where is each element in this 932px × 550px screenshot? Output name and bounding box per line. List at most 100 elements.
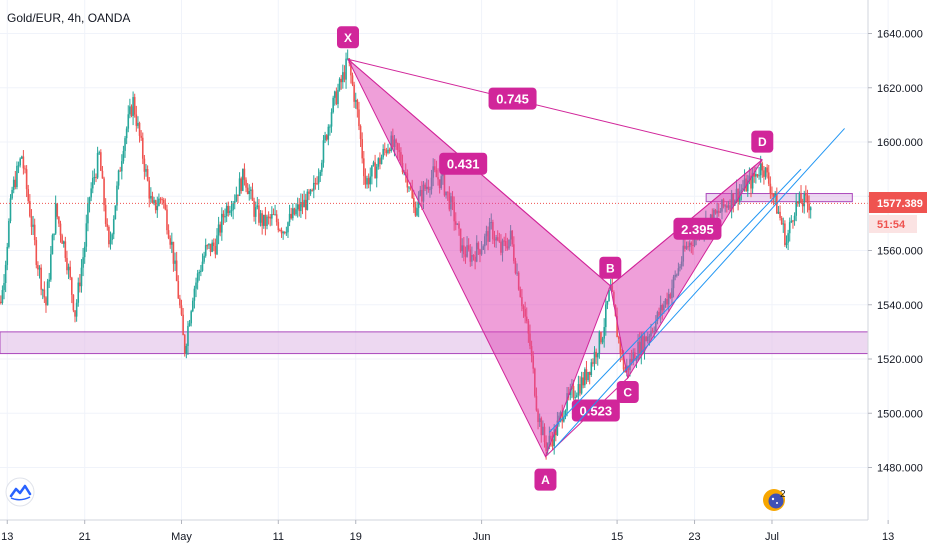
candle-body <box>603 327 605 339</box>
candle-body <box>69 266 71 278</box>
candle-body <box>129 106 131 115</box>
candle-body <box>159 198 162 200</box>
candle-body <box>575 395 578 398</box>
candle-body <box>327 126 330 140</box>
candle-body <box>124 138 126 151</box>
candle-body <box>269 216 272 219</box>
candle-body <box>280 230 283 234</box>
candle-body <box>246 187 249 195</box>
candle-body <box>211 242 213 252</box>
candle-body <box>98 152 101 154</box>
candle-body <box>9 198 12 222</box>
candle-body <box>574 397 576 399</box>
candle-body <box>114 205 117 220</box>
candle-body <box>214 246 217 255</box>
pattern-point-x: X <box>344 31 352 45</box>
candle-body <box>606 301 609 305</box>
candle-body <box>87 203 89 224</box>
candle-body <box>203 255 205 262</box>
economic-events-icon[interactable]: 2 <box>763 489 786 511</box>
last-price-badge <box>869 192 927 213</box>
candle-body <box>598 332 601 354</box>
x-tick-label: 13 <box>1 531 13 543</box>
chart-title: Gold/EUR, 4h, OANDA <box>7 11 130 25</box>
candle-body <box>248 190 251 195</box>
candle-body <box>54 203 57 234</box>
candle-body <box>256 205 259 208</box>
candle-body <box>292 208 294 219</box>
candle-body <box>788 222 791 234</box>
candle-body <box>180 305 183 315</box>
x-tick-label: 13 <box>882 531 894 543</box>
candle-body <box>796 201 799 203</box>
candle-body <box>317 176 320 184</box>
candle-body <box>125 128 128 139</box>
candle-body <box>780 218 783 225</box>
candle-body <box>790 220 793 223</box>
candle-body <box>595 351 597 358</box>
candle-body <box>116 185 118 206</box>
candle-body <box>325 135 328 140</box>
candle-body <box>267 216 270 218</box>
candle-body <box>117 170 120 186</box>
candle-body <box>382 148 384 158</box>
candle-body <box>764 167 767 177</box>
pattern-point-badge <box>599 256 622 279</box>
candle-body <box>156 205 159 211</box>
candle-body <box>66 257 68 271</box>
x-axis[interactable]: 13 21 May 11 19 Jun 15 23 Jul 13 <box>1 520 894 543</box>
candle-body <box>172 241 175 264</box>
candle-body <box>379 158 381 165</box>
candle-body <box>206 245 209 247</box>
pattern-point-badge <box>616 380 639 403</box>
candle-body <box>143 158 146 172</box>
candle-body <box>264 214 267 226</box>
candle-body <box>335 91 338 105</box>
candle-body <box>608 289 610 302</box>
y-tick-label: 1600.000 <box>877 137 923 149</box>
candle-body <box>322 140 325 163</box>
y-tick-label: 1640.000 <box>877 29 923 41</box>
last-price-label: 1577.389 <box>877 198 923 210</box>
candle-body <box>261 213 263 226</box>
ratio-label: 0.745 <box>496 92 529 107</box>
candle-body <box>266 216 268 226</box>
candle-body <box>258 205 260 223</box>
pattern-point-b: B <box>606 261 615 275</box>
x-tick-label: May <box>171 531 192 543</box>
candle-body <box>56 203 59 217</box>
candle-body <box>48 279 51 282</box>
x-tick-label: Jun <box>473 531 491 543</box>
candle-body <box>187 325 189 347</box>
y-axis[interactable]: 1480.000 1500.000 1520.000 1540.000 1560.000… <box>868 29 923 475</box>
candle-body <box>577 384 580 396</box>
candle-body <box>332 97 334 113</box>
y-tick-label: 1540.000 <box>877 300 923 312</box>
tradingview-logo-icon[interactable] <box>5 477 35 507</box>
candle-body <box>82 257 84 268</box>
candle-body <box>20 156 23 159</box>
candle-body <box>375 166 378 179</box>
candle-body <box>17 165 20 167</box>
pattern-point-d: D <box>758 135 767 149</box>
candle-body <box>106 223 109 227</box>
candle-body <box>85 223 88 247</box>
ratio-label: 0.523 <box>580 404 613 419</box>
candle-body <box>262 214 265 226</box>
candle-body <box>596 353 599 358</box>
candle-body <box>274 214 276 216</box>
candle-body <box>353 84 355 102</box>
candle-body <box>201 261 204 271</box>
candle-body <box>282 231 284 234</box>
candle-body <box>254 207 257 217</box>
candle-body <box>222 213 225 218</box>
candle-body <box>358 109 360 127</box>
candle-body <box>141 137 144 159</box>
candle-body <box>158 198 160 206</box>
candle-body <box>784 223 786 245</box>
candle-body <box>245 179 247 188</box>
candle-body <box>411 188 414 199</box>
x-tick-label: 21 <box>79 531 91 543</box>
candle-body <box>150 195 152 199</box>
